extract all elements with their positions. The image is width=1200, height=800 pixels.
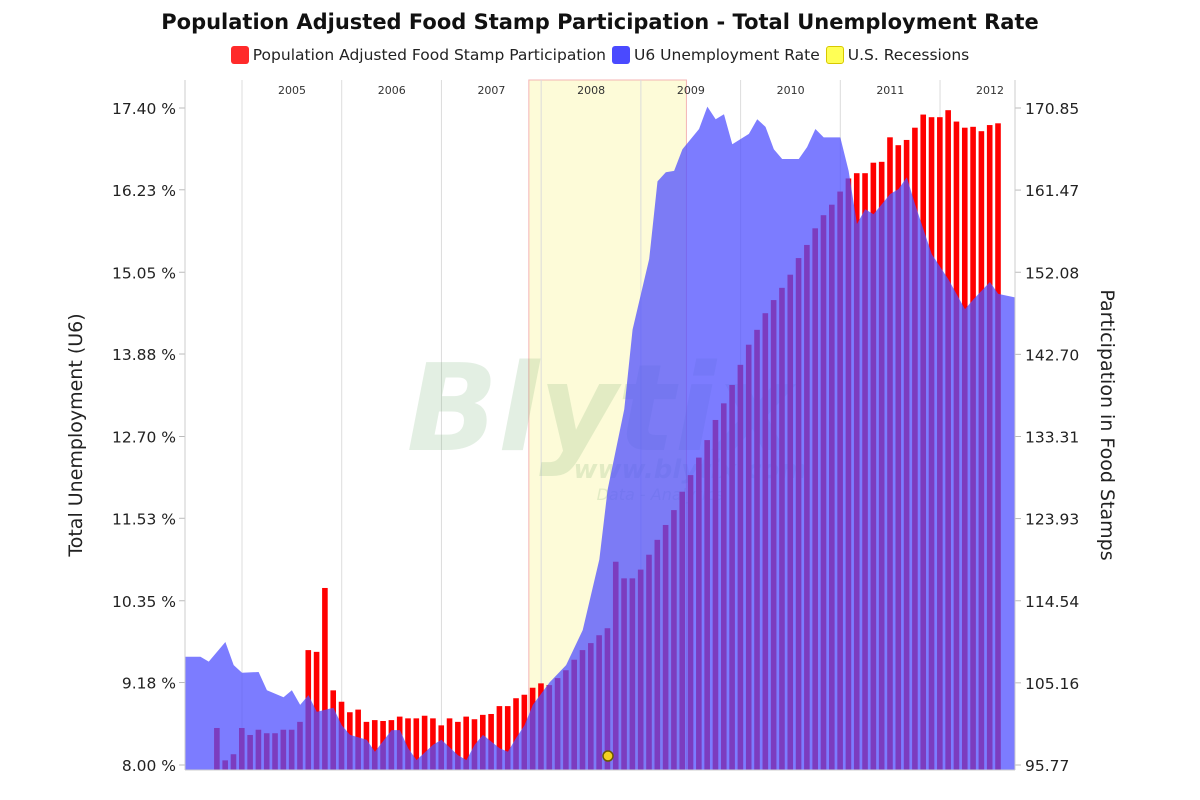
year-label: 2011 xyxy=(876,84,904,97)
legend-label: U.S. Recessions xyxy=(847,46,970,64)
food-stamp-bar xyxy=(496,706,503,770)
food-stamp-bar xyxy=(446,718,453,770)
right-tick-label: 142.70 xyxy=(1025,346,1079,364)
left-axis-title: Total Unemployment (U6) xyxy=(65,313,87,557)
left-tick-label: 15.05 % xyxy=(112,264,176,282)
food-stamp-bar xyxy=(504,706,511,770)
right-tick-label: 114.54 xyxy=(1025,593,1079,611)
right-axis-title: Participation in Food Stamps xyxy=(1096,289,1118,560)
right-tick-label: 161.47 xyxy=(1025,182,1079,200)
food-stamp-bar xyxy=(455,721,461,770)
left-tick-label: 13.88 % xyxy=(112,346,176,364)
food-stamp-bar xyxy=(405,718,411,770)
right-tick-label: 170.85 xyxy=(1025,100,1079,118)
year-label: 2008 xyxy=(577,84,605,97)
right-tick-label: 105.16 xyxy=(1025,675,1079,693)
year-label: 2010 xyxy=(777,84,805,97)
legend-label: Population Adjusted Food Stamp Participa… xyxy=(252,46,607,64)
legend-item-recessions[interactable]: U.S. Recessions xyxy=(825,46,970,64)
right-tick-label: 133.31 xyxy=(1025,429,1079,447)
left-tick-label: 11.53 % xyxy=(112,510,176,528)
food-stamp-bar xyxy=(463,716,469,770)
left-tick-label: 9.18 % xyxy=(122,675,176,693)
food-stamp-bar xyxy=(430,718,436,770)
legend-label: U6 Unemployment Rate xyxy=(634,46,820,64)
chart-title: Population Adjusted Food Stamp Participa… xyxy=(161,10,1039,34)
year-label: 2007 xyxy=(477,84,505,97)
legend-item-u6[interactable]: U6 Unemployment Rate xyxy=(612,46,820,64)
right-tick-label: 123.93 xyxy=(1025,511,1079,529)
food-stamp-bar xyxy=(513,698,519,770)
legend-item-food-stamps[interactable]: Population Adjusted Food Stamp Participa… xyxy=(230,46,607,64)
legend-swatch-recessions xyxy=(825,46,844,64)
year-label: 2005 xyxy=(278,84,306,97)
left-tick-label: 16.23 % xyxy=(112,182,176,200)
legend: Population Adjusted Food Stamp Participa… xyxy=(0,46,1200,64)
legend-swatch-u6 xyxy=(612,46,631,64)
food-stamp-bar xyxy=(471,719,478,770)
legend-swatch-food-stamps xyxy=(230,46,249,64)
right-tick-label: 95.77 xyxy=(1025,757,1069,775)
food-stamp-bar xyxy=(421,715,428,770)
u6-area-series xyxy=(185,106,1015,771)
food-stamp-bar xyxy=(322,587,328,770)
left-tick-label: 17.40 % xyxy=(112,100,176,118)
year-label: 2006 xyxy=(378,84,406,97)
event-marker-icon xyxy=(602,750,614,762)
left-tick-label: 10.35 % xyxy=(112,593,176,611)
food-stamp-bar xyxy=(413,718,420,770)
right-tick-label: 152.08 xyxy=(1025,264,1079,282)
year-label: 2012 xyxy=(976,84,1004,97)
left-tick-label: 12.70 % xyxy=(112,429,176,447)
left-tick-label: 8.00 % xyxy=(122,757,176,775)
year-label: 2009 xyxy=(677,84,705,97)
food-stamp-bar xyxy=(371,720,378,770)
food-stamp-bar xyxy=(313,651,320,770)
